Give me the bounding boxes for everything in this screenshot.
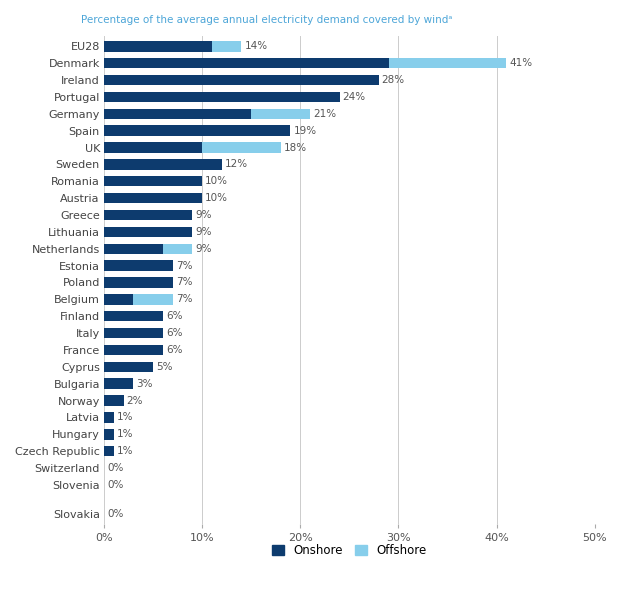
Text: 6%: 6% <box>166 345 182 355</box>
Bar <box>104 176 202 186</box>
Bar <box>251 108 310 119</box>
Text: 6%: 6% <box>166 311 182 321</box>
Bar <box>104 260 173 271</box>
Bar <box>389 58 506 68</box>
Bar <box>104 446 114 456</box>
Bar <box>104 345 163 355</box>
Bar <box>104 193 202 203</box>
Bar <box>104 159 222 169</box>
Text: 5%: 5% <box>156 362 172 372</box>
Text: 1%: 1% <box>117 413 133 422</box>
Text: 7%: 7% <box>175 295 192 304</box>
Bar <box>104 108 251 119</box>
Bar <box>104 58 389 68</box>
Text: 19%: 19% <box>294 126 317 136</box>
Text: 0%: 0% <box>107 509 123 518</box>
Bar <box>104 227 192 237</box>
Text: 3%: 3% <box>136 379 153 388</box>
Text: 9%: 9% <box>195 244 212 253</box>
Text: 10%: 10% <box>205 193 228 203</box>
Bar <box>104 395 124 406</box>
Bar <box>104 311 163 321</box>
Text: 28%: 28% <box>382 75 405 85</box>
Text: 1%: 1% <box>117 446 133 456</box>
Text: 12%: 12% <box>225 159 248 169</box>
Bar <box>202 142 281 152</box>
Text: 7%: 7% <box>175 278 192 287</box>
Text: Percentage of the average annual electricity demand covered by windᵃ: Percentage of the average annual electri… <box>81 15 452 25</box>
Bar <box>163 243 192 254</box>
Text: 24%: 24% <box>343 92 366 102</box>
Text: 0%: 0% <box>107 480 123 490</box>
Bar <box>104 41 212 51</box>
Text: 10%: 10% <box>205 176 228 186</box>
Text: 6%: 6% <box>166 328 182 338</box>
Bar <box>104 243 163 254</box>
Bar <box>104 75 379 85</box>
Text: 7%: 7% <box>175 261 192 270</box>
Bar <box>104 412 114 423</box>
Text: 9%: 9% <box>195 210 212 220</box>
Bar <box>104 142 202 152</box>
Text: 18%: 18% <box>284 143 307 152</box>
Legend: Onshore, Offshore: Onshore, Offshore <box>267 539 431 561</box>
Bar <box>104 210 192 220</box>
Bar <box>104 92 340 102</box>
Text: 0%: 0% <box>107 463 123 473</box>
Bar <box>104 294 134 304</box>
Bar <box>104 125 290 136</box>
Text: 1%: 1% <box>117 430 133 439</box>
Bar <box>104 328 163 338</box>
Bar <box>212 41 241 51</box>
Text: 9%: 9% <box>195 227 212 237</box>
Text: 14%: 14% <box>244 41 267 51</box>
Text: 41%: 41% <box>509 58 532 68</box>
Bar <box>104 429 114 440</box>
Bar <box>134 294 173 304</box>
Bar <box>104 362 153 372</box>
Bar <box>104 379 134 389</box>
Text: 21%: 21% <box>313 109 336 119</box>
Text: 2%: 2% <box>127 396 143 405</box>
Bar <box>104 277 173 288</box>
